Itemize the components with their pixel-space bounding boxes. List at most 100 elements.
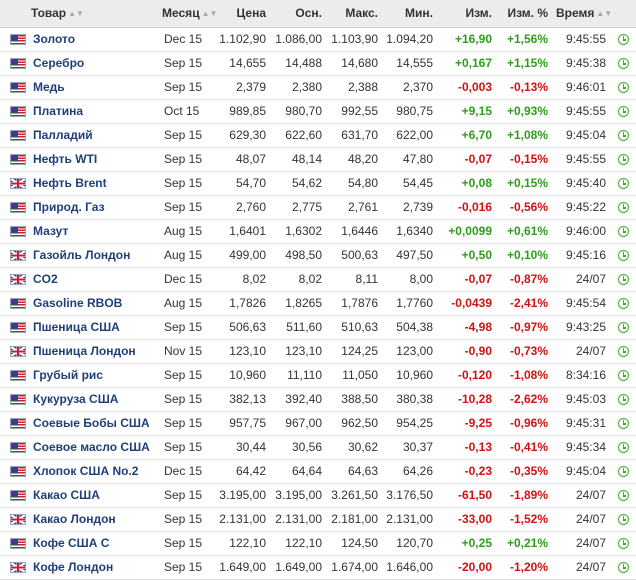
commodity-link[interactable]: Природ. Газ — [27, 195, 158, 220]
table-row[interactable]: Серебро Sep 15 14,655 14,488 14,680 14,555 +0,… — [0, 51, 636, 76]
low-value: 54,45 — [382, 171, 437, 196]
clock-icon[interactable] — [617, 82, 629, 94]
table-row[interactable]: Нефть Brent Sep 15 54,70 54,62 54,80 54,45 +0,… — [0, 171, 636, 196]
commodity-link[interactable]: Палладий — [27, 123, 158, 148]
commodity-link[interactable]: Кофе Лондон — [27, 555, 158, 580]
table-row[interactable]: Грубый рис Sep 15 10,960 11,110 11,050 10,960… — [0, 363, 636, 388]
low-value: 120,70 — [382, 531, 437, 556]
time-value: 24/07 — [552, 531, 610, 556]
table-row[interactable]: Соевые Бобы США Sep 15 957,75 967,00 962,50 9… — [0, 411, 636, 436]
commodity-link[interactable]: Платина — [27, 99, 158, 124]
header-base[interactable]: Осн. — [270, 0, 326, 28]
clock-icon[interactable] — [617, 418, 629, 430]
change-value: +0,08 — [437, 171, 496, 196]
commodity-link[interactable]: CO2 — [27, 267, 158, 292]
clock-icon[interactable] — [617, 346, 629, 358]
header-high[interactable]: Макс. — [326, 0, 382, 28]
table-row[interactable]: Палладий Sep 15 629,30 622,60 631,70 622,00 +6… — [0, 123, 636, 148]
header-price[interactable]: Цена — [214, 0, 270, 28]
clock-icon[interactable] — [617, 442, 629, 454]
clock-icon[interactable] — [617, 394, 629, 406]
header-change-pct[interactable]: Изм. % — [496, 0, 552, 28]
clock-icon[interactable] — [617, 562, 629, 574]
table-row[interactable]: Кофе США С Sep 15 122,10 122,10 124,50 120,70… — [0, 531, 636, 556]
commodity-link[interactable]: Нефть WTI — [27, 147, 158, 172]
flag-cell — [0, 27, 27, 52]
commodity-link[interactable]: Нефть Brent — [27, 171, 158, 196]
clock-icon[interactable] — [617, 58, 629, 70]
header-commodity[interactable]: Товар ▲▼ — [27, 0, 158, 28]
time-value: 9:46:01 — [552, 75, 610, 100]
table-row[interactable]: Газойль Лондон Aug 15 499,00 498,50 500,63 49… — [0, 243, 636, 268]
table-row[interactable]: Платина Oct 15 989,85 980,70 992,55 980,75 +9,… — [0, 99, 636, 124]
header-change[interactable]: Изм. — [437, 0, 496, 28]
commodity-link[interactable]: Какао США — [27, 483, 158, 508]
sort-arrows-icon[interactable]: ▲▼ — [201, 9, 218, 19]
commodity-link[interactable]: Пшеница Лондон — [27, 339, 158, 364]
table-row[interactable]: Соевое масло США Sep 15 30,44 30,56 30,62 30,… — [0, 435, 636, 460]
clock-icon[interactable] — [617, 466, 629, 478]
table-row[interactable]: Кукуруза США Sep 15 382,13 392,40 388,50 380,… — [0, 387, 636, 412]
clock-icon[interactable] — [617, 322, 629, 334]
commodity-link[interactable]: Серебро — [27, 51, 158, 76]
change-pct-value: +0,61% — [496, 219, 552, 244]
commodity-link[interactable]: Золото — [27, 27, 158, 52]
table-row[interactable]: Хлопок США No.2 Dec 15 64,42 64,64 64,63 64,2… — [0, 459, 636, 484]
commodity-link[interactable]: Кукуруза США — [27, 387, 158, 412]
clock-icon[interactable] — [617, 106, 629, 118]
clock-icon[interactable] — [617, 490, 629, 502]
table-header-row: Товар ▲▼ Месяц ▲▼ Цена Осн. Макс. Мин. Изм… — [0, 0, 636, 28]
flag-cell — [0, 483, 27, 508]
clock-icon[interactable] — [617, 178, 629, 190]
clock-icon[interactable] — [617, 514, 629, 526]
table-row[interactable]: Gasoline RBOB Aug 15 1,7826 1,8265 1,7876 1,7… — [0, 291, 636, 316]
change-pct-value: +0,15% — [496, 171, 552, 196]
table-row[interactable]: Кофе Лондон Sep 15 1.649,00 1.649,00 1.674,0… — [0, 555, 636, 580]
clock-icon[interactable] — [617, 202, 629, 214]
commodity-link[interactable]: Соевые Бобы США — [27, 411, 158, 436]
table-row[interactable]: Медь Sep 15 2,379 2,380 2,388 2,370 -0,003 -0,1… — [0, 75, 636, 100]
sort-arrows-icon[interactable]: ▲▼ — [596, 9, 613, 19]
table-row[interactable]: Золото Dec 15 1.102,90 1.086,00 1.103,90 1.09… — [0, 27, 636, 52]
commodity-link[interactable]: Мазут — [27, 219, 158, 244]
commodity-link[interactable]: Хлопок США No.2 — [27, 459, 158, 484]
table-row[interactable]: Природ. Газ Sep 15 2,760 2,775 2,761 2,739 -0,… — [0, 195, 636, 220]
table-row[interactable]: Какао США Sep 15 3.195,00 3.195,00 3.261,50 3… — [0, 483, 636, 508]
commodity-link[interactable]: Грубый рис — [27, 363, 158, 388]
table-row[interactable]: Нефть WTI Sep 15 48,07 48,14 48,20 47,80 -0,07… — [0, 147, 636, 172]
clock-icon[interactable] — [617, 538, 629, 550]
table-row[interactable]: Мазут Aug 15 1,6401 1,6302 1,6446 1,6340 +0,00… — [0, 219, 636, 244]
header-month[interactable]: Месяц ▲▼ — [158, 0, 217, 28]
clock-icon[interactable] — [617, 274, 629, 286]
table-row[interactable]: Какао Лондон Sep 15 2.131,00 2.131,00 2.181,… — [0, 507, 636, 532]
table-row[interactable]: CO2 Dec 15 8,02 8,02 8,11 8,00 -0,07 -0,87% 24/0… — [0, 267, 636, 292]
clock-cell — [610, 291, 636, 316]
commodity-link[interactable]: Медь — [27, 75, 158, 100]
clock-icon[interactable] — [617, 250, 629, 262]
high-value: 30,62 — [326, 435, 382, 460]
commodity-link[interactable]: Какао Лондон — [27, 507, 158, 532]
base-value: 8,02 — [270, 267, 326, 292]
commodity-link[interactable]: Газойль Лондон — [27, 243, 158, 268]
table-row[interactable]: Пшеница Лондон Nov 15 123,10 123,10 124,25 12… — [0, 339, 636, 364]
commodity-link[interactable]: Gasoline RBOB — [27, 291, 158, 316]
base-value: 967,00 — [270, 411, 326, 436]
commodity-link[interactable]: Кофе США С — [27, 531, 158, 556]
clock-icon[interactable] — [617, 226, 629, 238]
flag-cell — [0, 339, 27, 364]
commodity-link[interactable]: Пшеница США — [27, 315, 158, 340]
header-time[interactable]: Время ▲▼ — [552, 0, 613, 28]
commodity-link[interactable]: Соевое масло США — [27, 435, 158, 460]
clock-icon[interactable] — [617, 370, 629, 382]
flag-cell — [0, 459, 27, 484]
clock-icon[interactable] — [617, 154, 629, 166]
sort-arrows-icon[interactable]: ▲▼ — [68, 9, 84, 19]
low-value: 380,38 — [382, 387, 437, 412]
clock-icon[interactable] — [617, 34, 629, 46]
table-row[interactable]: Пшеница США Sep 15 506,63 511,60 510,63 504,3… — [0, 315, 636, 340]
clock-icon[interactable] — [617, 130, 629, 142]
header-low[interactable]: Мин. — [382, 0, 437, 28]
time-value: 9:45:04 — [552, 459, 610, 484]
clock-icon[interactable] — [617, 298, 629, 310]
us-flag-icon — [10, 202, 26, 214]
